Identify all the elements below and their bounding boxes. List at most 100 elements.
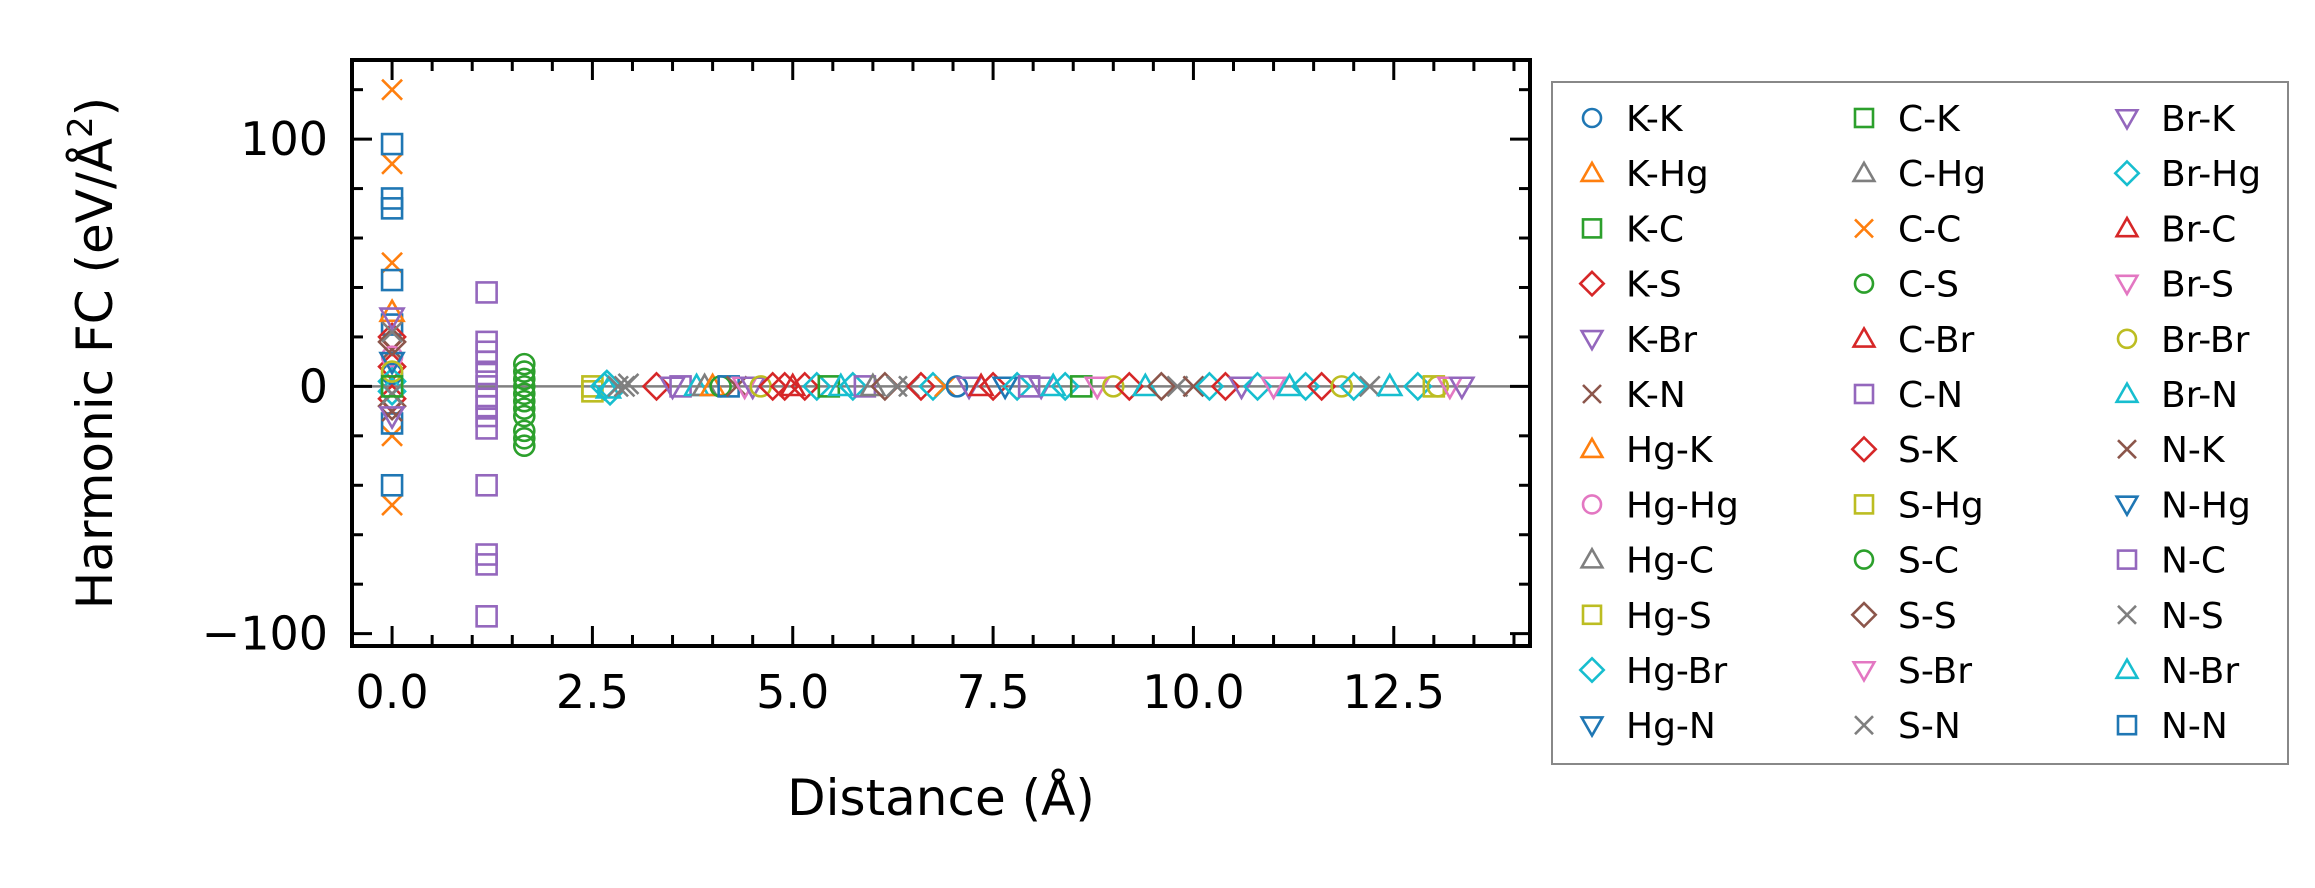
- data-point-c-c: [381, 78, 403, 101]
- data-point-c-s: [512, 419, 536, 443]
- axis-ticks: [350, 60, 1530, 646]
- legend-label: Br-S: [2161, 265, 2234, 306]
- legend-item: C-K: [1853, 99, 1961, 140]
- data-point-c-s: [512, 404, 536, 428]
- legend-label: K-K: [1626, 99, 1684, 140]
- legend-label: Hg-S: [1626, 596, 1712, 637]
- data-point-br-br: [380, 360, 404, 383]
- legend-marker: [1578, 270, 1606, 298]
- legend-label: Br-N: [2161, 375, 2238, 416]
- legend-marker: [1579, 329, 1605, 352]
- data-point-s-k: [1210, 371, 1241, 402]
- data-point-br-k: [1448, 376, 1476, 401]
- data-point-s-n: [381, 382, 403, 405]
- data-point-k-s: [641, 371, 672, 402]
- legend-item: C-Hg: [1851, 154, 1986, 195]
- legend-label: Hg-K: [1626, 430, 1714, 471]
- data-point-c-n: [475, 281, 498, 304]
- data-point-hg-br: [1050, 371, 1081, 402]
- data-point-c-s: [512, 360, 536, 383]
- data-point-s-k: [789, 371, 820, 402]
- data-point-k-br: [738, 376, 767, 401]
- legend-marker: [1850, 601, 1878, 629]
- legend-marker: [2113, 159, 2141, 187]
- y-axis-label-close: ): [66, 97, 124, 117]
- data-point-k-s: [1114, 371, 1145, 402]
- legend-item: Br-Hg: [2113, 154, 2261, 195]
- data-point-c-s: [512, 397, 536, 420]
- legend-marker: [1853, 494, 1875, 515]
- x-tick-label: 0.0: [355, 665, 428, 719]
- data-point-br-hg: [1002, 371, 1032, 402]
- legend-label: C-Hg: [1898, 154, 1986, 195]
- data-point-hg-c: [859, 372, 887, 397]
- legend-marker: [2116, 549, 2138, 570]
- legend-marker: [2114, 108, 2140, 131]
- legend-marker: [2114, 274, 2140, 297]
- data-point-c-n: [475, 417, 498, 440]
- legend-item: Hg-N: [1579, 706, 1716, 747]
- data-point-c-c: [381, 424, 403, 447]
- data-point-hg-n: [991, 376, 1019, 401]
- y-axis-label-superscript: 2: [61, 116, 101, 138]
- legend-marker: [1850, 435, 1878, 463]
- data-point-br-n: [827, 372, 855, 397]
- legend-label: S-N: [1898, 706, 1961, 747]
- data-point-br-s: [1259, 376, 1288, 401]
- y-tick-label: 100: [240, 112, 328, 166]
- data-point-n-n: [380, 473, 404, 497]
- data-point-c-n: [475, 404, 498, 428]
- legend-label: K-N: [1626, 375, 1686, 416]
- data-point-br-k: [378, 307, 406, 332]
- data-points: [377, 78, 1476, 628]
- legend-label: S-K: [1898, 430, 1959, 471]
- data-point-k-n: [381, 338, 403, 361]
- data-point-c-s: [512, 434, 536, 458]
- legend-marker: [1851, 325, 1877, 348]
- legend-label: C-N: [1898, 375, 1963, 416]
- legend-item: Hg-Hg: [1581, 485, 1739, 526]
- y-axis-label: Harmonic FC (eV/Å2): [61, 97, 124, 609]
- tick-labels: 0.0 2.5 5.0 7.5 10.0 12.5 −100 0 100: [202, 112, 1445, 719]
- data-point-br-k: [378, 406, 406, 431]
- data-point-c-s: [512, 375, 536, 398]
- data-point-s-k: [978, 371, 1008, 402]
- data-point-c-n: [475, 473, 498, 497]
- legend-label: C-K: [1898, 99, 1961, 140]
- legend-label: N-K: [2161, 430, 2226, 471]
- legend-label: N-N: [2161, 706, 2228, 747]
- legend-item: Br-N: [2114, 375, 2238, 416]
- data-point-hg-br: [1242, 371, 1273, 402]
- data-point-k-c: [380, 375, 404, 398]
- legend-marker: [2116, 714, 2138, 736]
- data-point-n-c: [1017, 375, 1041, 398]
- legend-label: K-Hg: [1626, 154, 1709, 195]
- data-point-n-n: [380, 197, 404, 220]
- data-point-hg-br: [801, 371, 832, 402]
- data-point-c-s: [512, 367, 536, 391]
- data-point-c-br: [779, 372, 807, 397]
- data-point-c-s: [512, 382, 536, 406]
- data-point-c-c: [381, 152, 403, 175]
- legend-marker: [1579, 160, 1605, 183]
- legend-label: N-Hg: [2161, 485, 2251, 526]
- data-point-br-n: [1039, 372, 1067, 397]
- y-axis-label-main: Harmonic FC (eV/Å: [66, 138, 124, 609]
- x-tick-label: 2.5: [556, 665, 629, 719]
- data-point-c-s: [512, 389, 536, 413]
- legend-label: Br-Hg: [2161, 154, 2261, 195]
- data-point-c-c: [934, 375, 956, 398]
- data-point-c-s: [512, 352, 536, 376]
- legend-item: S-S: [1850, 596, 1957, 637]
- legend-item: C-Br: [1851, 320, 1975, 361]
- data-point-hg-br: [1402, 371, 1433, 402]
- legend-item: Hg-C: [1579, 541, 1714, 582]
- legend-marker: [1579, 716, 1605, 739]
- legend-item: S-Br: [1851, 651, 1972, 692]
- legend-label: Br-C: [2161, 209, 2236, 250]
- data-point-n-s: [1166, 375, 1189, 398]
- data-point-br-n: [1376, 372, 1404, 397]
- legend-item: N-C: [2116, 541, 2226, 582]
- legend-item: K-K: [1581, 99, 1684, 140]
- legend-item: Br-K: [2114, 99, 2236, 140]
